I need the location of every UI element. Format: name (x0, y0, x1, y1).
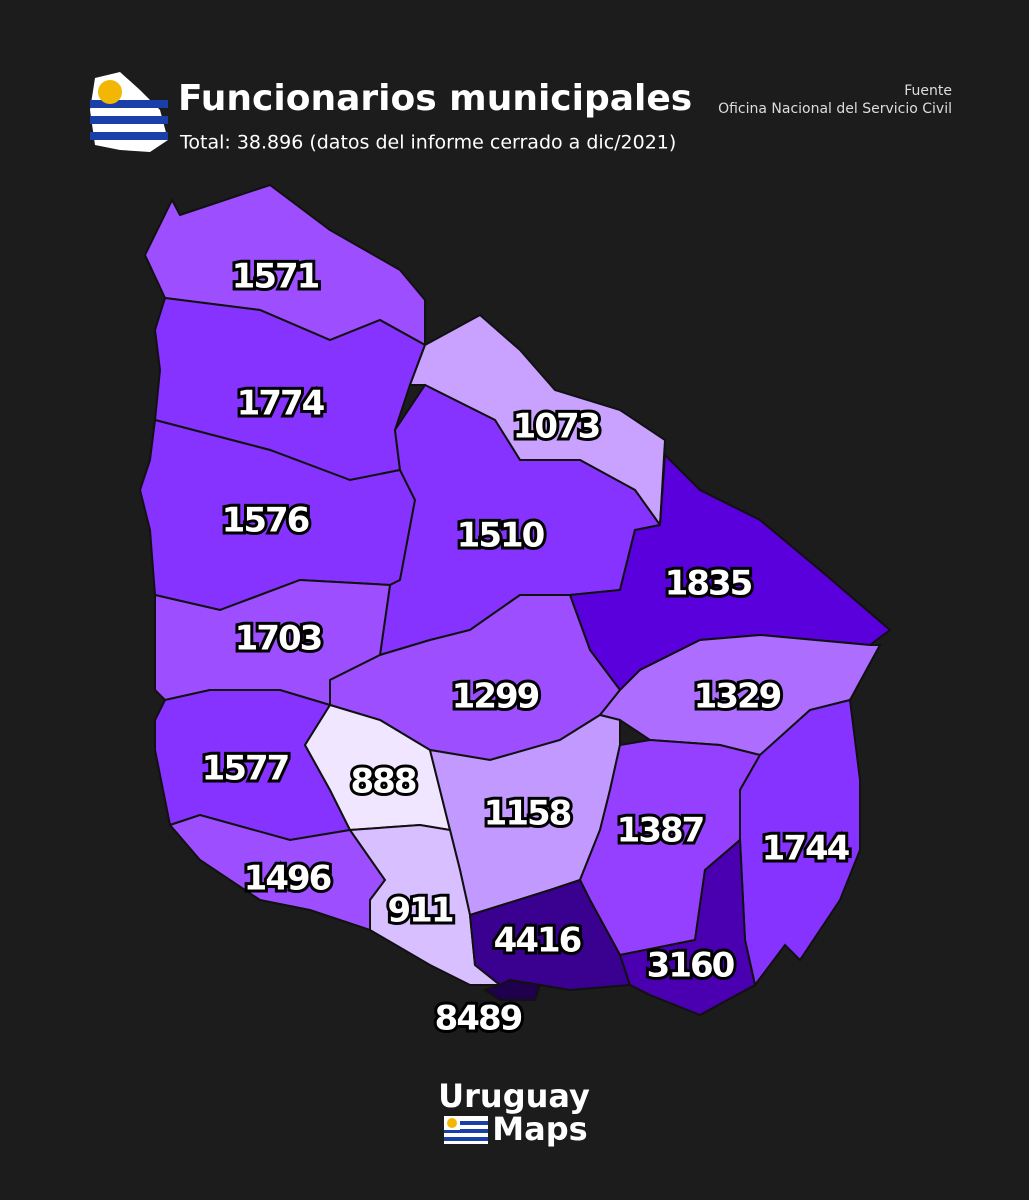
source-label: Fuente (904, 83, 952, 99)
subtitle: Total: 38.896 (datos del informe cerrado… (179, 132, 676, 154)
region-value-label: 1299 (452, 677, 539, 717)
region-value-label: 1835 (665, 564, 752, 604)
region-value-label: 4416 (494, 921, 581, 961)
region-value-label: 1774 (237, 384, 325, 424)
brand-line2: Maps (492, 1110, 587, 1148)
region-value-label: 1510 (457, 516, 545, 556)
region-value-label: 1496 (244, 859, 331, 899)
region-value-label: 1158 (484, 794, 571, 834)
brand-flag (444, 1116, 488, 1144)
region-value-label: 8489 (435, 999, 522, 1039)
region-value-label: 1576 (222, 501, 309, 541)
title: Funcionarios municipales (178, 78, 692, 119)
region-value-label: 1073 (513, 407, 600, 447)
region-value-label: 1744 (762, 829, 850, 869)
region-value-label: 1577 (202, 749, 289, 789)
region (468, 878, 632, 992)
region-value-label: 911 (388, 891, 453, 931)
source: Oficina Nacional del Servicio Civil (718, 101, 952, 117)
region-value-label: 888 (351, 762, 416, 802)
regions (138, 183, 892, 1017)
region-value-label: 1329 (694, 677, 781, 717)
region-value-label: 1703 (235, 619, 322, 659)
region-labels: 1571 1774 1073 1576 1510 1835 1703 1299 1329 1577… (199, 254, 855, 1042)
region-value-label: 1387 (617, 811, 704, 851)
region (618, 837, 757, 1017)
header-flag-icon (90, 72, 168, 152)
region (482, 978, 542, 1001)
region-value-label: 3160 (647, 946, 735, 986)
brand-line1: Uruguay (438, 1077, 590, 1115)
region-value-label: 1571 (232, 257, 319, 297)
